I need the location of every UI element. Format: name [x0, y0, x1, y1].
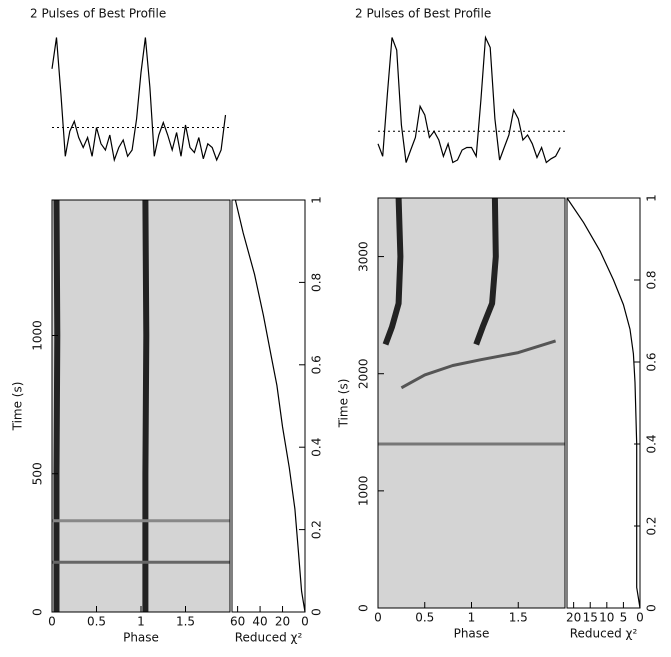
fraction-tick-label: 0 [310, 608, 324, 616]
pulse-track [142, 200, 150, 612]
fraction-tick-label: 0.6 [645, 352, 659, 371]
profile-line [51, 37, 227, 163]
x-tick-label: 1.5 [509, 611, 528, 625]
y-tick-label: 0 [31, 608, 45, 616]
fraction-tick-label: 0.8 [310, 273, 324, 292]
fraction-tick-label: 1 [645, 194, 659, 202]
fraction-tick-label: 1 [310, 196, 324, 204]
chi2-axis-title: Reduced χ² [235, 631, 303, 645]
x-axis-title: Phase [454, 627, 490, 641]
x-tick-label: 1 [137, 615, 145, 629]
y-tick-label: 500 [31, 462, 45, 485]
y-axis-title: Time (s) [337, 379, 351, 429]
y-tick-label: 1000 [357, 476, 371, 507]
chi2-tick-label: 10 [599, 611, 614, 625]
x-tick-label: 0.5 [87, 615, 106, 629]
chi2-line [234, 199, 306, 613]
x-tick-label: 1 [468, 611, 476, 625]
y-tick-label: 0 [357, 604, 371, 612]
chi2-tick-label: 0 [301, 615, 309, 629]
profile-line [377, 35, 561, 164]
tracks [52, 200, 230, 612]
chi2-tick-label: 5 [620, 611, 628, 625]
chi2-axis-title: Reduced χ² [570, 627, 638, 641]
chi2-tick-label: 40 [252, 615, 267, 629]
chi2-tick-label: 60 [230, 615, 245, 629]
chi2-tick-label: 20 [275, 615, 290, 629]
image-bg [378, 198, 565, 608]
pulse-track [400, 339, 557, 390]
fraction-tick-label: 0.6 [310, 355, 324, 374]
chi2-tick-label: 0 [636, 611, 644, 625]
fraction-tick-label: 0.4 [645, 434, 659, 453]
x-tick-label: 0.5 [415, 611, 434, 625]
pulse-track [53, 200, 61, 612]
chi2-tick-label: 15 [583, 611, 598, 625]
fraction-tick-label: 0.2 [645, 516, 659, 535]
tracks [378, 198, 565, 446]
x-tick-label: 0 [48, 615, 56, 629]
fraction-tick-label: 0.4 [310, 438, 324, 457]
pulse-track [382, 198, 404, 346]
pulse-track [473, 198, 499, 346]
chi2-frame [231, 199, 306, 613]
image-bg [52, 200, 230, 612]
x-tick-label: 0 [374, 611, 382, 625]
x-tick-label: 1.5 [176, 615, 195, 629]
fraction-tick-label: 0.8 [645, 270, 659, 289]
y-tick-label: 3000 [357, 241, 371, 272]
chi2-frame [566, 197, 641, 609]
chart-title: 2 Pulses of Best Profile [30, 7, 166, 21]
fraction-tick-label: 0 [645, 604, 659, 612]
y-tick-label: 1000 [31, 320, 45, 351]
y-tick-label: 2000 [357, 358, 371, 389]
chi2-tick-label: 20 [566, 611, 581, 625]
x-axis-title: Phase [123, 631, 159, 645]
fraction-tick-label: 0.2 [310, 520, 324, 539]
y-axis-title: Time (s) [11, 382, 25, 432]
chi2-line [566, 197, 641, 609]
chart-title: 2 Pulses of Best Profile [355, 7, 491, 21]
